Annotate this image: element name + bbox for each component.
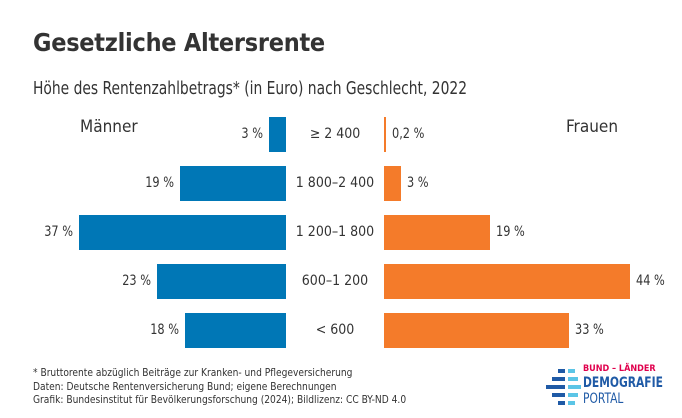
bar-men [179, 166, 286, 201]
data-label-men: 37 % [44, 224, 73, 240]
bar-men [269, 117, 286, 152]
data-label-women: 33 % [574, 322, 604, 338]
category-label: 600–1 200 [301, 273, 369, 289]
data-label-men: 23 % [122, 273, 152, 289]
logo-text-bund-laender: BUND – LÄNDER [583, 364, 656, 374]
data-label-men: 3 % [241, 126, 264, 142]
bar-men [185, 313, 286, 348]
bar-women [384, 215, 491, 250]
bar-women [384, 313, 569, 348]
category-label: < 600 [315, 322, 355, 338]
legend-men: Männer [80, 117, 138, 137]
bar-women [384, 264, 631, 299]
footnote-graphic-credit: Grafik: Bundesinstitut für Bevölkerungsf… [33, 393, 407, 406]
footnotes: * Bruttorente abzüglich Beiträge zur Kra… [33, 366, 439, 407]
data-label-women: 3 % [406, 175, 429, 191]
data-label-men: 19 % [144, 175, 174, 191]
data-label-women: 19 % [496, 224, 526, 240]
chart-title: Gesetzliche Altersrente [33, 28, 325, 57]
bar-men [78, 215, 286, 250]
category-label: ≥ 2 400 [309, 126, 361, 142]
logo-text-demografie: DEMOGRAFIE [583, 375, 663, 391]
category-label: 1 200–1 800 [295, 224, 375, 240]
bar-men [157, 264, 286, 299]
data-label-women: 44 % [636, 273, 666, 289]
demografie-portal-logo: BUND – LÄNDER DEMOGRAFIE PORTAL [546, 362, 676, 412]
bar-women [384, 117, 386, 152]
footnote-data-source: Daten: Deutsche Rentenversicherung Bund;… [33, 379, 337, 393]
data-label-men: 18 % [150, 322, 180, 338]
chart-subtitle: Höhe des Rentenzahlbetrags* (in Euro) na… [33, 79, 468, 99]
legend-women: Frauen [566, 117, 619, 137]
footnote-definition: * Bruttorente abzüglich Beiträge zur Kra… [33, 366, 353, 379]
logo-text-portal: PORTAL [583, 391, 624, 407]
category-label: 1 800–2 400 [295, 175, 375, 191]
data-label-women: 0,2 % [391, 126, 424, 142]
bar-women [384, 166, 401, 201]
